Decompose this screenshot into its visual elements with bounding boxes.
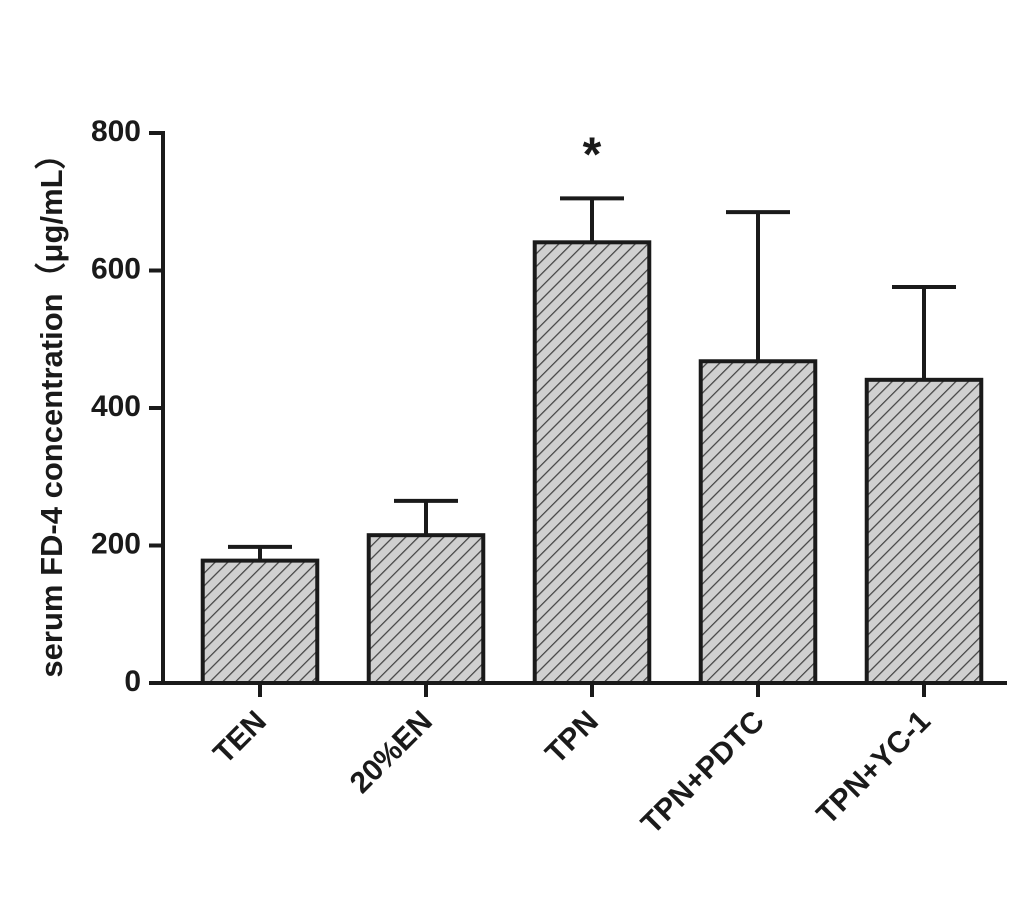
y-tick-label: 400 — [91, 390, 141, 423]
y-axis-label: serum FD-4 concentration（μg/mL） — [34, 138, 69, 677]
bar — [366, 533, 486, 685]
bar — [200, 558, 320, 685]
x-tick-label: TPN+YC-1 — [810, 705, 936, 831]
y-tick-label: 0 — [124, 665, 141, 698]
x-tick-label: TPN — [539, 705, 605, 771]
x-tick-label: TEN — [207, 705, 273, 771]
y-tick-label: 800 — [91, 115, 141, 148]
x-tick-label: 20%EN — [344, 705, 439, 800]
y-tick-label: 600 — [91, 252, 141, 285]
annotation: * — [583, 128, 602, 181]
bar — [698, 359, 818, 685]
y-tick-label: 200 — [91, 527, 141, 560]
x-tick-label: TPN+PDTC — [635, 705, 771, 841]
bar — [532, 240, 652, 685]
bar — [864, 377, 984, 685]
